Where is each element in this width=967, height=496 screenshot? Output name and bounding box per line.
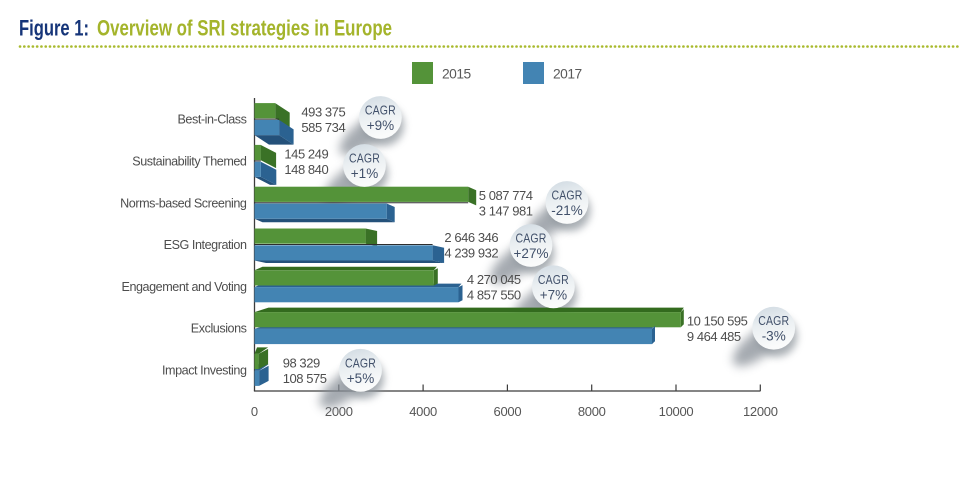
svg-text:4 857 550: 4 857 550 (467, 287, 521, 302)
svg-text:Engagement and Voting: Engagement and Voting (122, 280, 247, 294)
svg-text:4 270 045: 4 270 045 (467, 272, 521, 287)
svg-text:10000: 10000 (659, 404, 694, 419)
svg-text:CAGR: CAGR (538, 272, 569, 287)
svg-text:2017: 2017 (553, 67, 582, 82)
svg-text:Best-in-Class: Best-in-Class (177, 113, 246, 127)
svg-text:3 147 981: 3 147 981 (479, 204, 533, 219)
svg-text:CAGR: CAGR (758, 313, 789, 328)
svg-text:4 239 932: 4 239 932 (444, 246, 498, 261)
svg-text:4000: 4000 (409, 404, 437, 419)
svg-text:+27%: +27% (514, 246, 549, 261)
svg-text:Impact Investing: Impact Investing (162, 364, 247, 378)
svg-text:12000: 12000 (743, 404, 778, 419)
svg-text:CAGR: CAGR (349, 151, 380, 166)
svg-text:5 087 774: 5 087 774 (479, 188, 533, 203)
svg-text:108 575: 108 575 (283, 371, 327, 386)
svg-text:585 734: 585 734 (301, 120, 345, 135)
svg-text:Exclusions: Exclusions (191, 322, 247, 336)
svg-text:Norms-based Screening: Norms-based Screening (120, 196, 247, 210)
svg-text:8000: 8000 (578, 404, 606, 419)
svg-text:+5%: +5% (347, 371, 374, 386)
svg-text:148 840: 148 840 (284, 162, 328, 177)
svg-text:Sustainability Themed: Sustainability Themed (132, 155, 247, 169)
svg-text:Overview of SRI strategies in: Overview of SRI strategies in Europe (97, 16, 392, 41)
svg-text:2000: 2000 (325, 404, 353, 419)
svg-text:CAGR: CAGR (365, 103, 396, 118)
svg-text:145 249: 145 249 (284, 146, 328, 161)
svg-text:9 464 485: 9 464 485 (687, 329, 741, 344)
svg-text:ESG Integration: ESG Integration (164, 238, 247, 252)
svg-text:98 329: 98 329 (283, 355, 320, 370)
svg-text:6000: 6000 (494, 404, 522, 419)
svg-text:-21%: -21% (551, 203, 583, 218)
svg-text:CAGR: CAGR (516, 231, 547, 246)
svg-text:+9%: +9% (367, 118, 394, 133)
svg-text:CAGR: CAGR (345, 355, 376, 370)
svg-text:0: 0 (251, 404, 258, 419)
svg-text:-3%: -3% (762, 329, 786, 344)
svg-text:493 375: 493 375 (301, 105, 345, 120)
svg-text:+1%: +1% (351, 166, 378, 181)
svg-text:+7%: +7% (540, 287, 567, 302)
svg-text:2 646 346: 2 646 346 (444, 230, 498, 245)
svg-text:CAGR: CAGR (552, 188, 583, 203)
svg-text:Figure 1:: Figure 1: (19, 16, 89, 41)
svg-text:2015: 2015 (442, 67, 472, 82)
svg-text:10 150 595: 10 150 595 (687, 314, 748, 329)
